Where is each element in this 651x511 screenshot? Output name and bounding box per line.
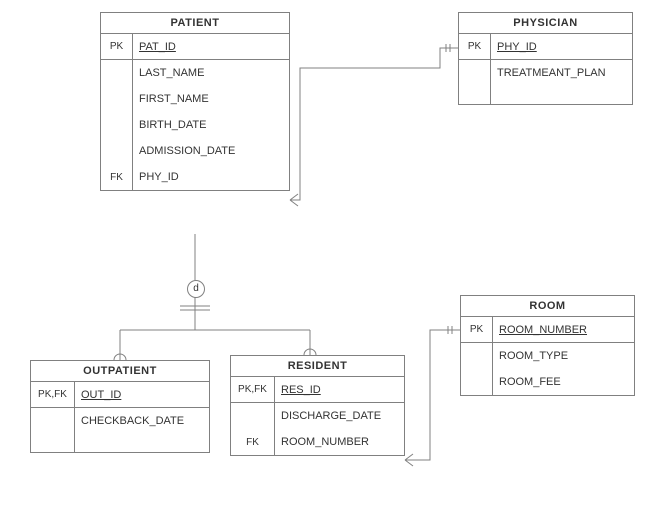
attr-cell: ADMISSION_DATE	[133, 138, 289, 164]
key-cell: FK	[231, 429, 274, 455]
entity-resident: RESIDENT PK,FK FK RES_ID DISCHARGE_DATE …	[230, 355, 405, 456]
key-cell: PK,FK	[231, 377, 274, 403]
attr-cell: BIRTH_DATE	[133, 112, 289, 138]
key-cell	[461, 343, 492, 369]
key-cell	[231, 403, 274, 429]
key-cell	[101, 138, 132, 164]
attr-cell: RES_ID	[275, 377, 404, 403]
key-cell	[459, 60, 490, 86]
attr-cell: PHY_ID	[133, 164, 289, 190]
entity-physician: PHYSICIAN PK PHY_ID TREATMEANT_PLAN	[458, 12, 633, 105]
attr-cell: ROOM_NUMBER	[493, 317, 634, 343]
key-cell	[31, 434, 74, 452]
key-cell	[101, 60, 132, 86]
entity-room-title: ROOM	[461, 296, 634, 317]
key-cell: PK	[459, 34, 490, 60]
attr-cell: DISCHARGE_DATE	[275, 403, 404, 429]
attr-cell: ROOM_NUMBER	[275, 429, 404, 455]
key-cell: PK	[101, 34, 132, 60]
key-cell: PK,FK	[31, 382, 74, 408]
entity-patient: PATIENT PK FK PAT_ID LAST_NAME FIRST_NAM…	[100, 12, 290, 191]
key-cell: PK	[461, 317, 492, 343]
key-cell	[101, 112, 132, 138]
edge-patient-physician	[290, 48, 458, 200]
entity-physician-title: PHYSICIAN	[459, 13, 632, 34]
entity-resident-title: RESIDENT	[231, 356, 404, 377]
entity-outpatient-title: OUTPATIENT	[31, 361, 209, 382]
attr-cell	[75, 434, 209, 452]
attr-cell: OUT_ID	[75, 382, 209, 408]
attr-cell: ROOM_TYPE	[493, 343, 634, 369]
inheritance-d-symbol: d	[187, 280, 205, 298]
attr-cell: FIRST_NAME	[133, 86, 289, 112]
edge-resident-room	[405, 330, 460, 460]
entity-patient-title: PATIENT	[101, 13, 289, 34]
key-cell: FK	[101, 164, 132, 190]
attr-cell: PAT_ID	[133, 34, 289, 60]
key-cell	[31, 408, 74, 434]
attr-cell: TREATMEANT_PLAN	[491, 60, 632, 86]
er-diagram-canvas: d PATIENT PK FK PAT_ID LAST_NAME FIRST_N…	[0, 0, 651, 511]
key-cell	[101, 86, 132, 112]
key-cell	[461, 369, 492, 395]
attr-cell: PHY_ID	[491, 34, 632, 60]
entity-outpatient: OUTPATIENT PK,FK OUT_ID CHECKBACK_DATE	[30, 360, 210, 453]
attr-cell	[491, 86, 632, 104]
attr-cell: LAST_NAME	[133, 60, 289, 86]
entity-room: ROOM PK ROOM_NUMBER ROOM_TYPE ROOM_FEE	[460, 295, 635, 396]
attr-cell: ROOM_FEE	[493, 369, 634, 395]
key-cell	[459, 86, 490, 104]
attr-cell: CHECKBACK_DATE	[75, 408, 209, 434]
